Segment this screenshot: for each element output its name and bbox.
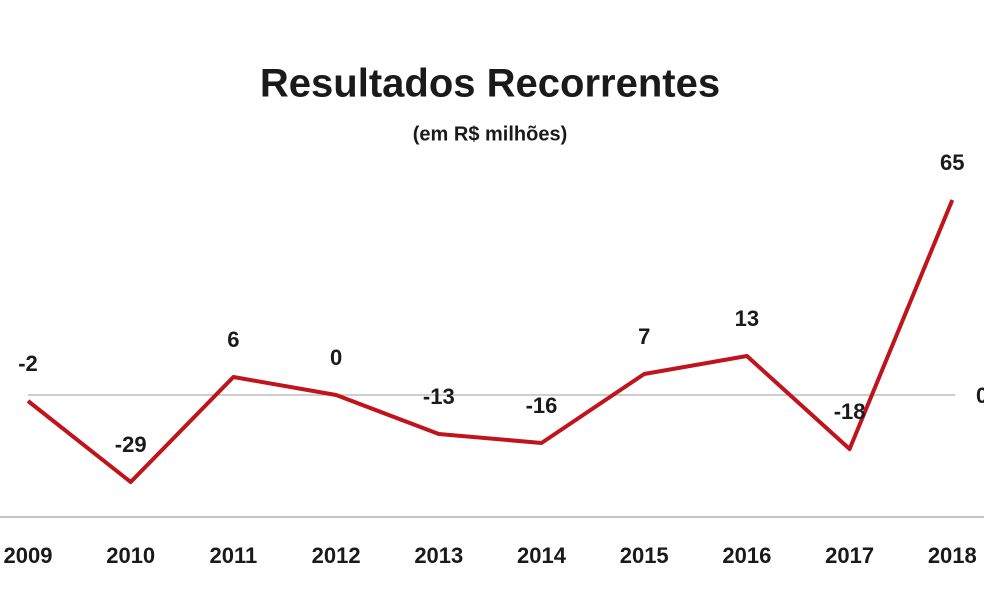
x-tick-label: 2012 bbox=[312, 543, 361, 568]
data-label: 0 bbox=[330, 345, 342, 370]
chart-title: Resultados Recorrentes bbox=[260, 62, 720, 106]
y-tick-label: 0 bbox=[976, 383, 984, 408]
x-tick-label: 2009 bbox=[4, 543, 53, 568]
data-label: 13 bbox=[735, 306, 759, 331]
data-label: 65 bbox=[940, 150, 964, 175]
data-label: -13 bbox=[423, 384, 455, 409]
x-tick-label: 2010 bbox=[106, 543, 155, 568]
data-label: -16 bbox=[526, 393, 558, 418]
line bbox=[26, 199, 955, 484]
x-tick-label: 2018 bbox=[928, 543, 977, 568]
x-tick-label: 2011 bbox=[210, 543, 258, 568]
chart-subtitle: (em R$ milhões) bbox=[413, 123, 567, 145]
x-tick-label: 2013 bbox=[414, 543, 463, 568]
data-label: -2 bbox=[18, 351, 38, 376]
x-tick-label: 2014 bbox=[517, 543, 567, 568]
data-label: 7 bbox=[638, 324, 650, 349]
x-tick-label: 2015 bbox=[620, 543, 669, 568]
data-label: 6 bbox=[227, 327, 239, 352]
data-label: -29 bbox=[115, 432, 147, 457]
x-tick-label: 2016 bbox=[722, 543, 771, 568]
x-tick-label: 2017 bbox=[825, 543, 874, 568]
data-label: -18 bbox=[834, 399, 866, 424]
